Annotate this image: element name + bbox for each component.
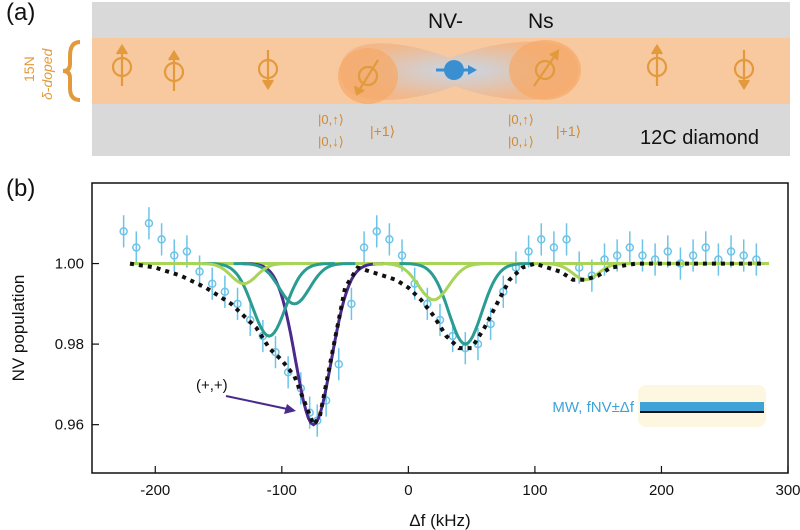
data-point (207, 279, 217, 288)
x-tick-label: -200 (140, 482, 170, 499)
component-fit (534, 262, 637, 282)
state-right-3: |+1⟩ (556, 123, 581, 139)
data-point (397, 251, 407, 260)
data-point (524, 247, 533, 256)
data-point (119, 227, 128, 236)
component-fit (399, 262, 532, 346)
nv-label: NV- (428, 10, 463, 33)
data-point (638, 251, 647, 260)
component-fit (372, 262, 495, 302)
data-point (663, 247, 673, 256)
data-point (625, 243, 635, 252)
y-axis-label: NV population (9, 275, 28, 382)
data-point (157, 235, 166, 244)
data-point (347, 299, 356, 309)
nv-center-icon (436, 60, 477, 80)
spin-icon (257, 50, 279, 91)
state-right-1: |0,↑⟩ (508, 112, 534, 127)
x-tick-label: 200 (649, 482, 674, 499)
spin-icon (353, 59, 379, 96)
diamond-top-layer (92, 2, 790, 38)
state-right-2: |0,↓⟩ (508, 134, 534, 149)
data-point (359, 243, 369, 252)
data-point (334, 360, 344, 369)
diamond-bottom-layer (92, 104, 790, 156)
state-left-2: |0,↓⟩ (318, 134, 344, 149)
x-tick-label: -100 (267, 482, 297, 499)
annotation-plus-plus: (+,+) (196, 377, 228, 394)
legend-mw-bar (640, 402, 764, 412)
component-fit (203, 262, 335, 338)
layer-label-15n: 15N (21, 56, 37, 82)
state-left-1: |0,↑⟩ (318, 112, 344, 127)
data-point (688, 251, 698, 260)
legend-text: MW, fNV±Δf (552, 399, 634, 416)
data-point (170, 251, 179, 260)
data-point (486, 319, 495, 329)
data-point (283, 368, 293, 377)
data-point (549, 243, 559, 252)
x-tick-label: 300 (775, 482, 800, 499)
annotation-arrow-head (284, 404, 296, 414)
ns-label: Ns (528, 10, 554, 33)
data-point (195, 267, 204, 276)
spin-icon (646, 43, 668, 86)
annotation-arrow-line (225, 395, 293, 411)
spin-icon (111, 43, 133, 86)
data-point (473, 339, 483, 349)
state-left-3: |+1⟩ (370, 123, 395, 139)
spin-icon (733, 50, 755, 91)
data-point (536, 235, 546, 244)
layer-brace (62, 40, 81, 102)
data-point (385, 235, 394, 244)
spin-icon (533, 49, 560, 87)
x-tick-label: 0 (404, 482, 412, 499)
y-tick-label: 0.96 (55, 417, 84, 434)
plot-frame (91, 182, 789, 474)
layer-label-delta-doped: δ-doped (39, 47, 55, 100)
substrate-label: 12C diamond (640, 127, 759, 149)
data-point (182, 247, 192, 256)
data-point (220, 287, 230, 296)
panel-b-label: (b) (6, 175, 35, 202)
x-tick-label: 100 (522, 482, 547, 499)
data-point (726, 247, 736, 256)
panel-a-label: (a) (6, 0, 35, 26)
tick-layer: -200 -100 0 100 200 300 0.96 0.98 1.00 (55, 256, 800, 499)
y-tick-label: 1.00 (55, 256, 84, 273)
data-point (612, 251, 622, 260)
data-point (144, 219, 154, 228)
data-point (701, 243, 710, 252)
data-point (372, 227, 381, 236)
component-fit (233, 262, 356, 306)
y-tick-label: 0.98 (55, 336, 84, 353)
component-fit (193, 262, 295, 286)
data-point (562, 235, 571, 244)
panel-a: (a) 15N δ-doped (6, 0, 790, 156)
total-fit (129, 261, 763, 429)
spin-icon (163, 49, 185, 91)
panel-b: (b) -200 -100 0 100 200 300 0.96 0.98 1.00 MW, f… (6, 175, 800, 530)
component-fit (242, 262, 385, 427)
x-axis-label: Δf (kHz) (409, 511, 470, 530)
data-point (739, 251, 748, 260)
data-point (132, 243, 141, 252)
fit-layer (129, 261, 770, 429)
